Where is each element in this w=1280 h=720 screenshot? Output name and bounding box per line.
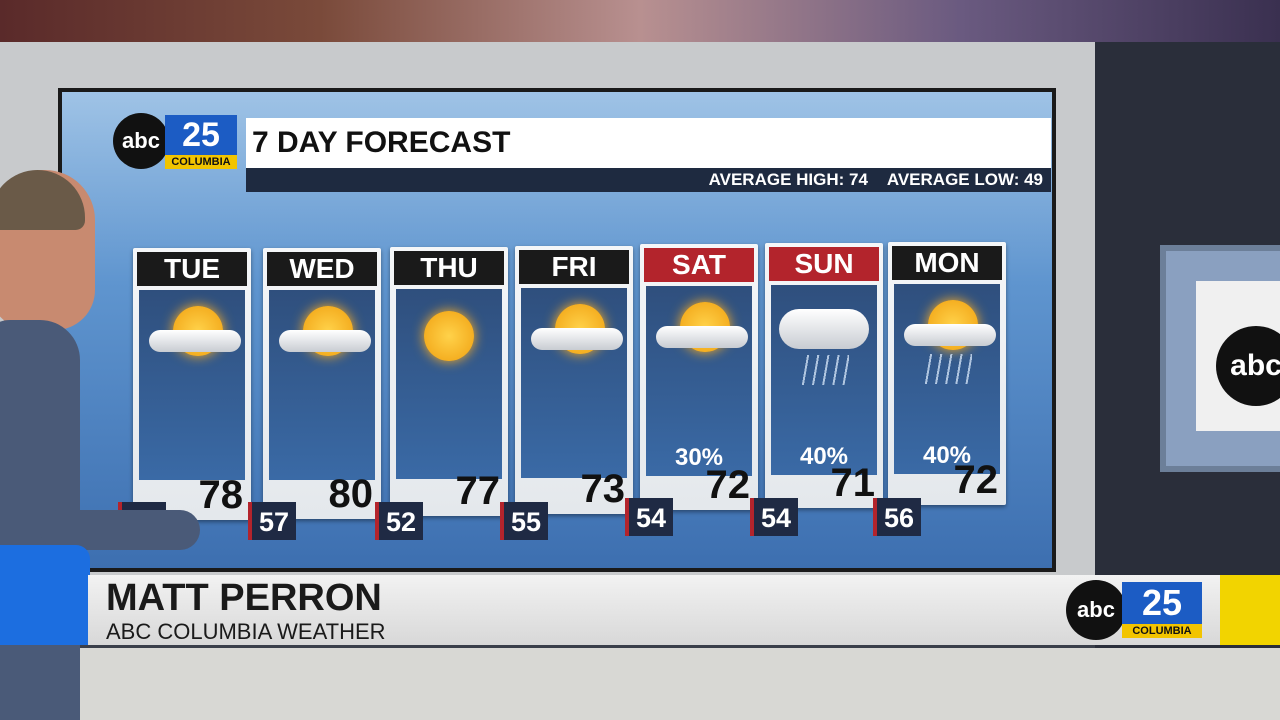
precip: 40% — [922, 442, 972, 469]
presenter — [0, 170, 200, 720]
floor — [0, 648, 1280, 720]
rain-icon — [922, 354, 972, 384]
average-bar: AVERAGE HIGH: 74 AVERAGE LOW: 49 — [246, 168, 1051, 192]
high-temp: 72 — [705, 463, 751, 507]
day-card: WED 80 — [263, 248, 381, 519]
arm — [40, 510, 200, 550]
day-card: SUN 40% 71 — [765, 243, 883, 508]
logo-city: COLUMBIA — [165, 155, 237, 169]
icon-panel: 40% — [894, 284, 1000, 474]
average-low: AVERAGE LOW: 49 — [886, 170, 1043, 189]
cloud-icon — [531, 328, 623, 350]
high-temp: 78 — [198, 473, 244, 517]
icon-panel — [521, 288, 627, 478]
high-temp: 71 — [830, 460, 876, 505]
day-card: TUE 78 — [133, 248, 251, 520]
icon-panel — [396, 289, 502, 479]
sky — [0, 0, 1280, 45]
day-name: FRI — [519, 250, 629, 284]
high-temp: 72 — [953, 458, 999, 502]
bug-number: 25 — [1122, 582, 1202, 624]
average-high: AVERAGE HIGH: 74 — [708, 170, 868, 189]
presenter-subtitle: ABC COLUMBIA WEATHER — [106, 619, 386, 644]
day-card: FRI 73 — [515, 246, 633, 514]
day-name: SUN — [769, 247, 879, 281]
low-temp: 54 — [750, 498, 798, 536]
day-card: SAT 30% 72 — [640, 244, 758, 510]
bug-logo: abc 25 COLUMBIA — [1066, 580, 1206, 642]
title-bar: 7 DAY FORECAST — [246, 118, 1051, 168]
low-temp: 52 — [375, 502, 423, 540]
low-temp: 54 — [625, 498, 673, 536]
cloud-icon — [904, 324, 996, 346]
logo-abc: abc — [113, 113, 169, 169]
day-name: THU — [394, 251, 504, 285]
low-temp: 57 — [248, 502, 296, 540]
high-temp: 73 — [580, 466, 626, 511]
logo: abc 25 COLUMBIA — [113, 113, 241, 171]
sun-icon — [424, 311, 474, 361]
day-name: WED — [267, 252, 377, 286]
low-temp: 55 — [500, 502, 548, 540]
precip: 30% — [674, 444, 724, 471]
cloud-icon — [779, 309, 869, 349]
cloud-icon — [656, 326, 748, 348]
high-temp: 80 — [328, 471, 374, 516]
day-card: THU 77 — [390, 247, 508, 516]
cloud-icon — [279, 330, 371, 352]
side-logo: abc — [1216, 326, 1280, 406]
icon-panel — [139, 290, 245, 480]
side-monitor: abc — [1160, 245, 1280, 472]
logo-number: 25 — [165, 115, 237, 155]
lower-third: MATT PERRON ABC COLUMBIA WEATHER — [88, 575, 1228, 645]
icon-panel: 30% — [646, 286, 752, 476]
high-temp: 77 — [455, 469, 501, 513]
rain-icon — [799, 355, 849, 385]
day-name: TUE — [137, 252, 247, 286]
day-name: SAT — [644, 248, 754, 282]
cloud-icon — [149, 330, 241, 352]
icon-panel — [269, 290, 375, 480]
bug-abc: abc — [1066, 580, 1126, 640]
side-screen: abc — [1196, 281, 1280, 431]
day-name: MON — [892, 246, 1002, 280]
lower-third-yellow — [1220, 575, 1280, 645]
precip: 40% — [799, 443, 849, 470]
low-temp: 56 — [873, 498, 921, 536]
icon-panel: 40% — [771, 285, 877, 475]
day-card: MON 40% 72 — [888, 242, 1006, 505]
lower-third-blue — [0, 545, 90, 645]
presenter-name: MATT PERRON — [106, 577, 382, 619]
bug-city: COLUMBIA — [1122, 624, 1202, 638]
